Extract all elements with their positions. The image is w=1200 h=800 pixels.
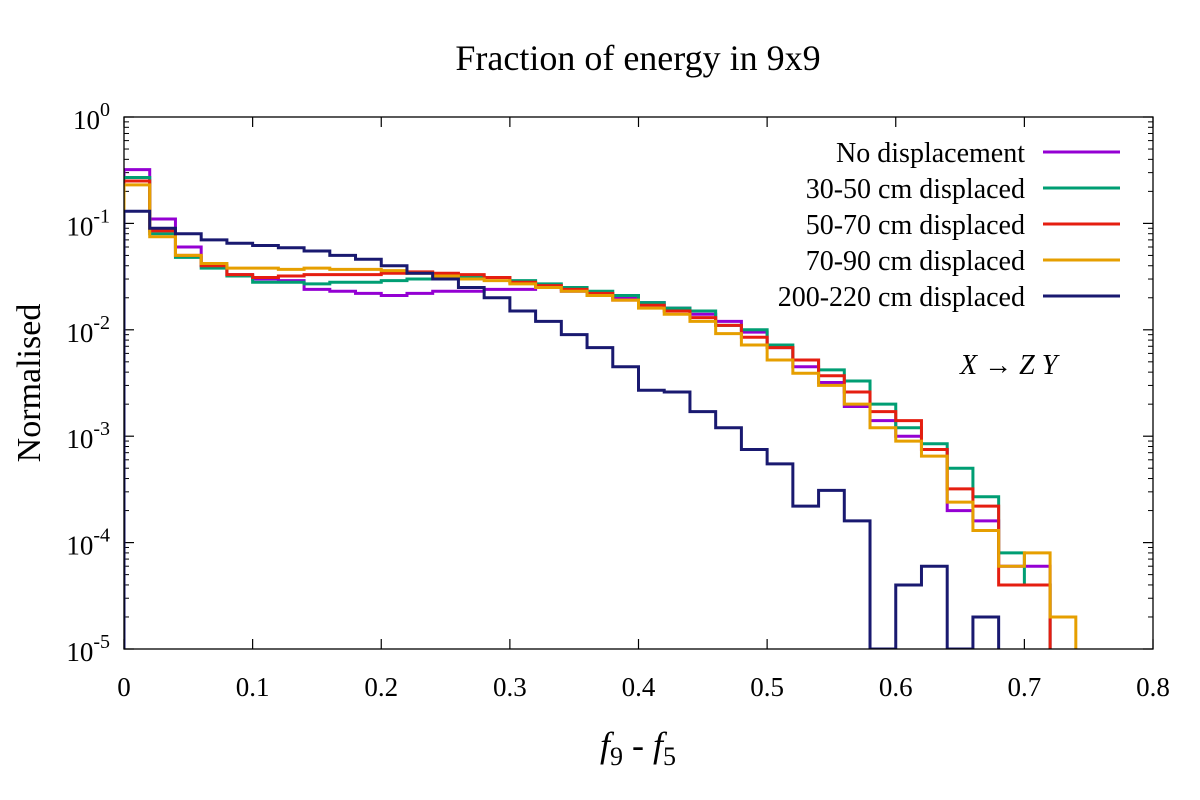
x-tick-label: 0 bbox=[117, 672, 131, 702]
y-tick-base: 10 bbox=[73, 105, 100, 135]
y-tick-label: 10-1 bbox=[66, 205, 110, 241]
y-tick-base: 10 bbox=[66, 637, 93, 667]
legend-label: 50-70 cm displaced bbox=[806, 210, 1025, 241]
y-tick-label: 10-5 bbox=[66, 631, 110, 667]
y-tick-exponent: -3 bbox=[93, 418, 110, 440]
y-tick-exponent: -2 bbox=[93, 312, 110, 334]
decay-annotation: X → Z Y bbox=[959, 350, 1061, 381]
series-line-1 bbox=[124, 176, 1052, 649]
y-tick-label: 10-4 bbox=[66, 525, 110, 561]
chart-title: Fraction of energy in 9x9 bbox=[455, 38, 820, 78]
x-axis-label-sub5: 5 bbox=[663, 742, 676, 771]
y-tick-base: 10 bbox=[66, 211, 93, 241]
plot-frame bbox=[123, 116, 1154, 650]
y-axis-label: Normalised bbox=[11, 304, 48, 463]
y-tick-exponent: -5 bbox=[93, 631, 110, 653]
y-tick-label: 10-2 bbox=[66, 312, 110, 348]
legend-label: 200-220 cm displaced bbox=[778, 282, 1025, 313]
x-axis-label: f9 - f5 bbox=[600, 725, 676, 771]
series-line-3 bbox=[124, 183, 1078, 649]
y-tick-label: 10-3 bbox=[66, 418, 110, 454]
x-tick-label: 0.5 bbox=[750, 672, 784, 702]
y-tick-base: 10 bbox=[66, 318, 93, 348]
x-tick-label: 0.1 bbox=[236, 672, 270, 702]
annotation-y: Y bbox=[1042, 350, 1061, 381]
x-axis-label-minus: - bbox=[623, 725, 653, 765]
y-tick-exponent: -1 bbox=[93, 205, 110, 227]
x-tick-label: 0.7 bbox=[1008, 672, 1042, 702]
legend-label: 70-90 cm displaced bbox=[806, 246, 1025, 277]
x-tick-label: 0.8 bbox=[1136, 672, 1170, 702]
y-tick-exponent: 0 bbox=[100, 99, 110, 121]
annotation-arrow: → bbox=[984, 350, 1012, 381]
x-tick-labels: 0 0.1 0.2 0.3 0.4 0.5 0.6 0.7 0.8 bbox=[117, 672, 1170, 702]
series-layer bbox=[124, 168, 1078, 649]
x-tick-label: 0.6 bbox=[879, 672, 913, 702]
legend: No displacement 30-50 cm displaced 50-70 c… bbox=[778, 138, 1120, 313]
y-tick-base: 10 bbox=[66, 424, 93, 454]
x-tick-label: 0.2 bbox=[364, 672, 398, 702]
legend-label: No displacement bbox=[836, 138, 1025, 169]
series-line-4 bbox=[124, 209, 1001, 649]
y-tick-label: 100 bbox=[73, 99, 110, 135]
x-axis-label-sub9: 9 bbox=[610, 742, 623, 771]
annotation-x: X bbox=[959, 350, 978, 381]
x-tick-label: 0.4 bbox=[622, 672, 656, 702]
annotation-z: Z bbox=[1019, 350, 1035, 381]
legend-label: 30-50 cm displaced bbox=[806, 174, 1025, 205]
x-tick-label: 0.3 bbox=[493, 672, 527, 702]
y-tick-exponent: -4 bbox=[93, 525, 110, 547]
y-tick-base: 10 bbox=[66, 531, 93, 561]
